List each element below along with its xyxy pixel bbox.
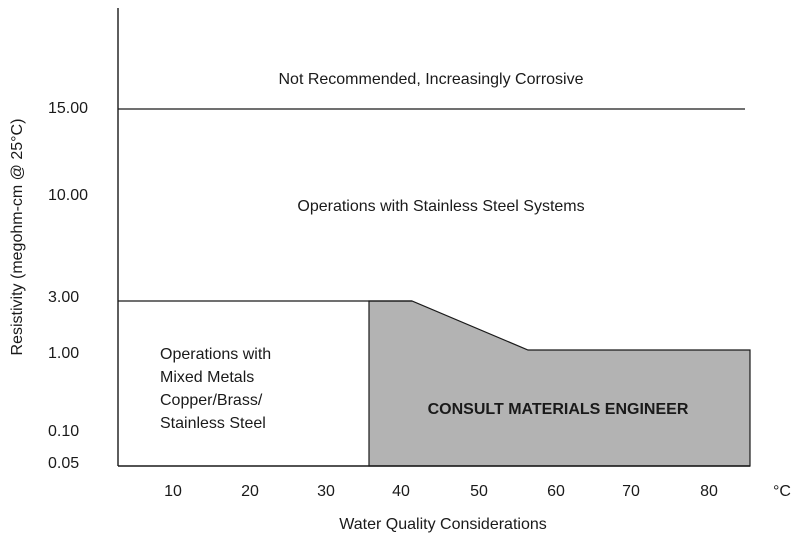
x-tick-label: 70 — [622, 483, 640, 500]
region-label: Not Recommended, Increasingly Corrosive — [278, 71, 583, 88]
x-tick-label: 20 — [241, 483, 259, 500]
y-tick-label: 15.00 — [48, 100, 88, 117]
x-tick-label: 10 — [164, 483, 182, 500]
y-tick-label: 1.00 — [48, 345, 79, 362]
x-tick-label: 80 — [700, 483, 718, 500]
x-tick-label: 40 — [392, 483, 410, 500]
y-tick-label: 0.05 — [48, 455, 79, 472]
x-tick-label: 50 — [470, 483, 488, 500]
region-label: Mixed Metals — [160, 369, 254, 386]
x-unit: °C — [773, 483, 791, 500]
y-tick-label: 0.10 — [48, 423, 79, 440]
region-label: Operations with — [160, 346, 271, 363]
x-tick-label: 30 — [317, 483, 335, 500]
region-label: Stainless Steel — [160, 415, 266, 432]
region-label: Operations with Stainless Steel Systems — [297, 198, 584, 215]
y-axis-label: Resistivity (megohm-cm @ 25°C) — [9, 119, 26, 356]
y-tick-label: 10.00 — [48, 187, 88, 204]
consult-region — [368, 300, 751, 467]
x-axis-label: Water Quality Considerations — [339, 516, 547, 533]
y-tick-label: 3.00 — [48, 289, 79, 306]
x-tick-label: 60 — [547, 483, 565, 500]
region-label: Copper/Brass/ — [160, 392, 263, 409]
region-label: CONSULT MATERIALS ENGINEER — [428, 401, 689, 418]
